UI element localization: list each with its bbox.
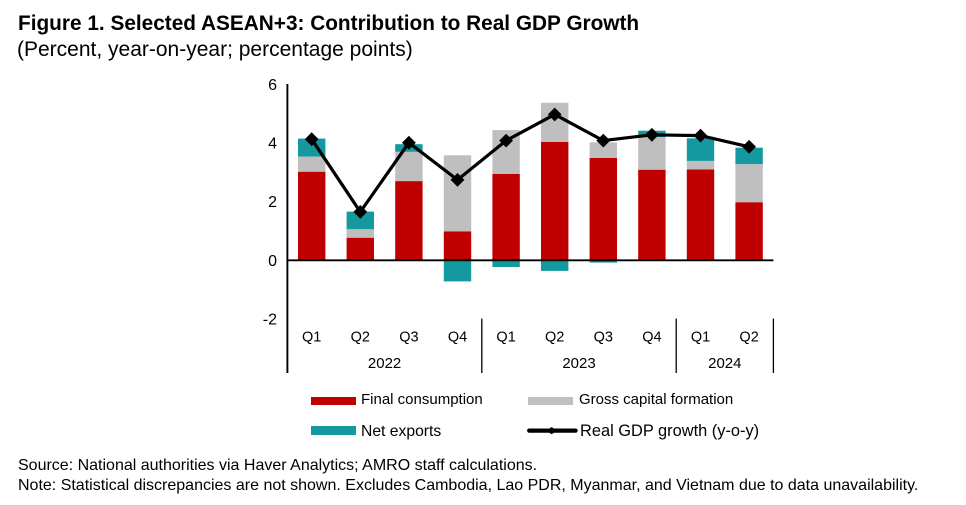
svg-text:2022: 2022 bbox=[368, 355, 401, 372]
svg-text:Q2: Q2 bbox=[739, 329, 758, 345]
svg-text:Q1: Q1 bbox=[302, 329, 321, 345]
svg-text:2: 2 bbox=[268, 194, 277, 211]
svg-text:Q3: Q3 bbox=[594, 329, 613, 345]
svg-text:Q2: Q2 bbox=[545, 329, 564, 345]
svg-text:6: 6 bbox=[268, 77, 277, 94]
svg-text:4: 4 bbox=[268, 136, 277, 153]
svg-text:2024: 2024 bbox=[708, 355, 741, 372]
svg-text:Q2: Q2 bbox=[351, 329, 370, 345]
svg-text:-2: -2 bbox=[263, 312, 277, 329]
svg-text:0: 0 bbox=[268, 253, 277, 270]
svg-text:2023: 2023 bbox=[562, 355, 595, 372]
svg-text:Q4: Q4 bbox=[448, 329, 467, 345]
svg-text:Q1: Q1 bbox=[691, 329, 710, 345]
svg-text:Q1: Q1 bbox=[496, 329, 515, 345]
svg-text:Q3: Q3 bbox=[399, 329, 418, 345]
svg-text:Q4: Q4 bbox=[642, 329, 661, 345]
